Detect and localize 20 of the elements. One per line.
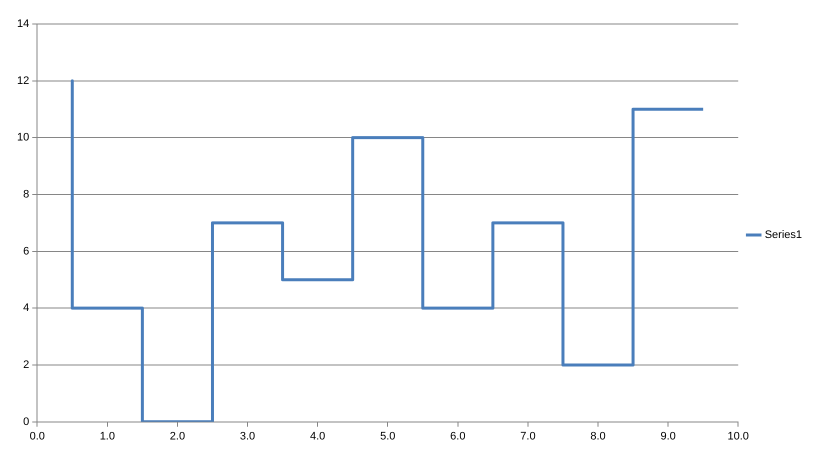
y-tick-label: 0 [23,416,30,428]
x-tick-label: 10.0 [727,430,749,442]
x-tick-label: 2.0 [170,430,186,442]
y-tick-label: 12 [16,74,30,87]
x-tick-label: 3.0 [240,430,256,442]
legend-label: Series1 [764,229,802,242]
y-tick-label: 8 [23,188,30,201]
x-tick-label: 7.0 [520,430,536,442]
y-tick-label: 6 [23,245,30,258]
x-tick-label: 6.0 [450,430,466,442]
x-tick-label: 1.0 [100,430,115,442]
x-tick-label: 0.0 [30,430,45,442]
x-tick-label: 9.0 [660,430,676,442]
x-tick-label: 5.0 [380,430,396,442]
y-tick-label: 10 [16,132,30,144]
x-tick-label: 4.0 [310,430,326,442]
x-tick-label: 8.0 [590,430,606,442]
y-tick-label: 14 [16,18,30,30]
y-tick-label: 4 [23,302,30,314]
y-tick-label: 2 [23,359,30,372]
